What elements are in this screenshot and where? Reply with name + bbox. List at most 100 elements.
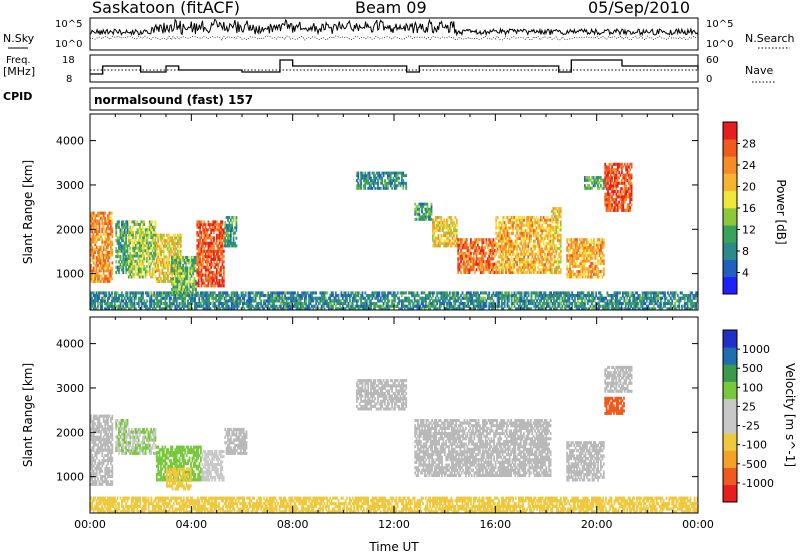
data-cell [94,294,96,298]
data-cell [481,243,484,247]
data-cell [555,265,558,269]
data-cell [482,238,485,242]
data-cell [104,232,107,236]
data-cell [422,217,425,221]
data-cell [173,287,176,291]
data-cell [157,304,160,308]
data-cell [576,240,578,244]
data-cell [346,294,348,298]
data-cell [166,307,168,311]
data-cell [521,268,524,272]
data-cell [604,192,607,196]
data-cell [154,262,157,266]
data-cell [453,221,455,225]
data-cell [91,224,94,228]
data-cell [574,240,577,244]
data-cell [440,239,443,243]
data-cell [90,216,92,220]
data-cell [137,249,140,253]
data-cell [388,174,391,178]
data-cell [202,299,205,303]
data-cell [402,181,405,185]
data-cell [211,249,214,253]
data-cell [433,223,436,227]
data-cell [402,186,405,190]
data-cell [226,307,229,311]
data-cell [389,171,392,175]
data-cell [226,304,229,308]
data-cell [147,294,150,298]
data-cell [537,226,539,230]
data-cell [126,304,129,308]
data-cell [213,220,215,224]
data-cell [220,231,222,235]
data-cell [284,307,286,311]
data-cell [215,233,218,237]
data-cell [437,228,440,232]
data-cell [517,223,520,227]
data-cell [316,296,319,300]
data-cell [171,261,173,265]
data-cell [385,186,388,190]
data-cell [289,307,292,311]
data-cell [559,233,562,237]
data-cell [531,226,534,230]
data-cell [612,206,615,210]
data-cell [474,249,476,253]
data-cell [207,268,210,272]
data-cell [159,307,161,311]
data-cell [382,294,385,298]
data-cell [384,307,386,311]
data-cell [200,268,203,272]
data-cell [122,225,125,229]
data-cell [524,244,527,248]
data-cell [222,273,225,277]
data-cell [119,257,122,261]
data-cell [521,234,524,238]
data-cell [554,260,556,264]
data-cell [507,247,510,251]
data-cell [122,249,125,253]
data-cell [534,221,537,225]
data-cell [517,234,520,238]
data-cell [94,235,97,239]
data-cell [433,244,436,248]
data-cell [590,256,592,260]
data-cell [216,294,219,298]
data-cell [336,307,339,311]
data-cell [360,304,362,308]
data-cell [623,179,626,183]
data-cell [537,244,539,248]
data-cell [615,173,618,177]
data-cell [412,302,415,306]
data-cell [586,178,589,182]
data-cell [441,226,444,230]
data-cell [512,252,514,256]
data-cell [616,165,619,169]
data-cell [146,241,148,245]
data-cell [611,195,613,199]
data-cell [147,236,150,240]
data-cell [158,244,161,248]
data-cell [408,299,410,303]
data-cell [443,226,446,230]
data-cell [581,238,584,242]
data-cell [608,208,611,212]
data-cell [539,263,542,267]
data-cell [370,181,372,185]
data-cell [104,253,107,257]
data-cell [313,296,316,300]
data-cell [151,299,154,303]
data-cell [211,241,214,245]
data-cell [214,265,217,269]
data-cell [249,304,251,308]
data-cell [107,227,109,231]
data-cell [180,285,183,289]
data-cell [443,304,446,308]
data-cell [197,268,200,272]
data-cell [626,165,629,169]
data-cell [601,259,604,263]
data-cell [154,236,157,240]
data-cell [247,302,250,306]
data-cell [609,192,612,196]
